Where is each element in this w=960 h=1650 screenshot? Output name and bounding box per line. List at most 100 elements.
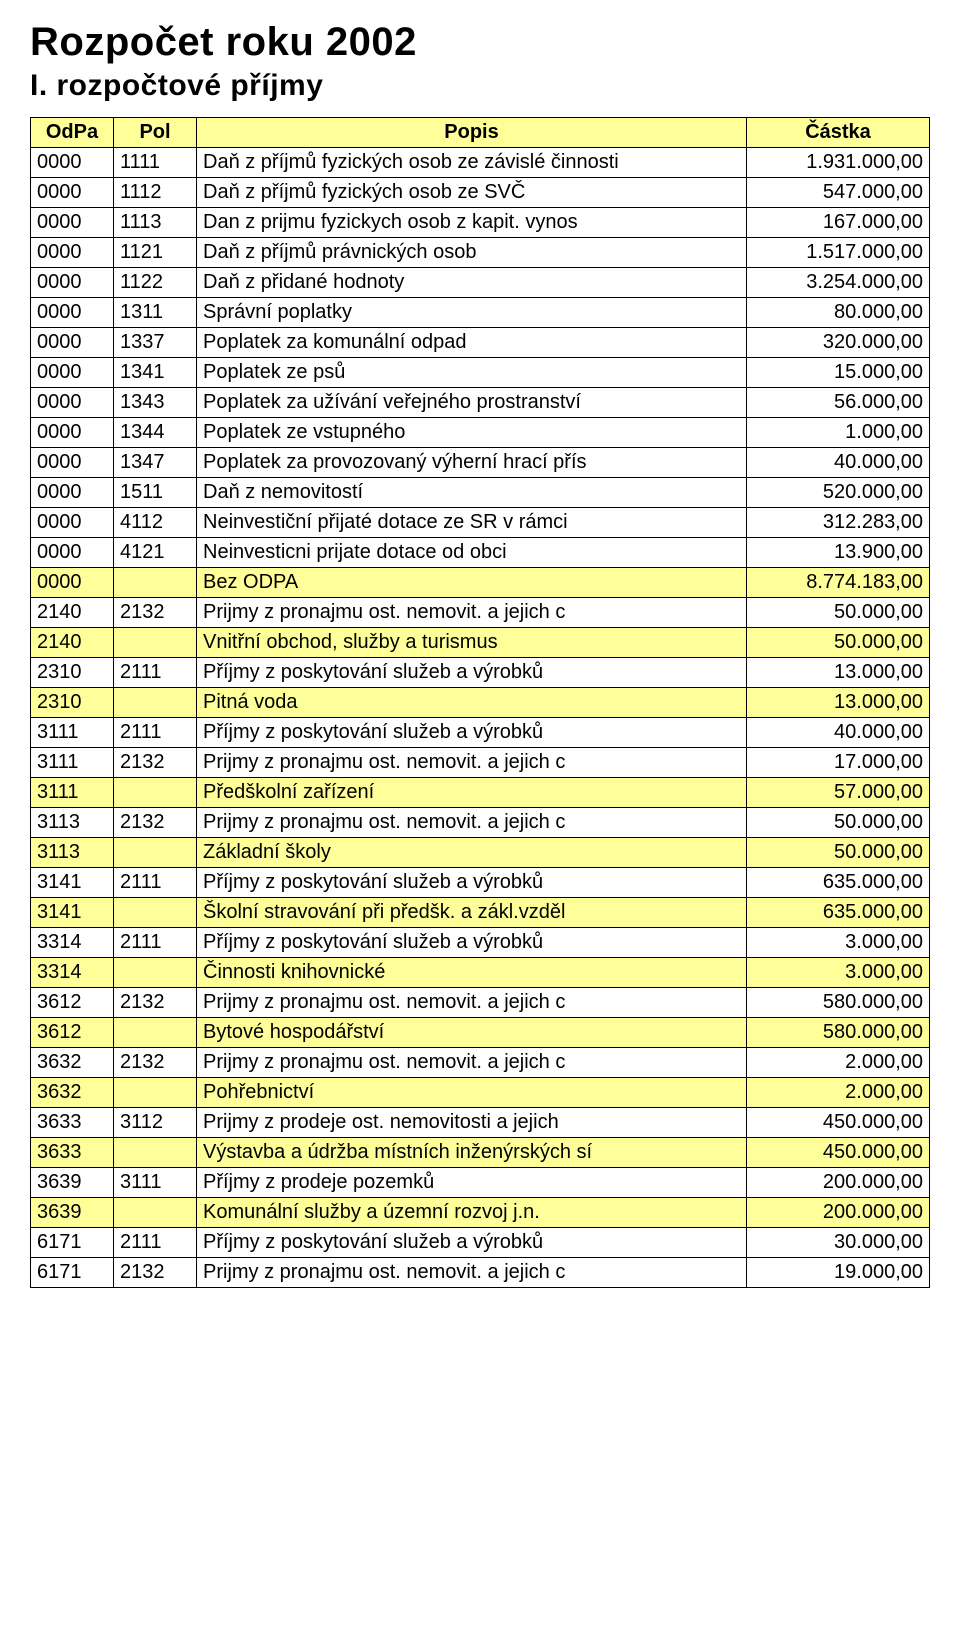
cell-castka: 635.000,00 — [747, 868, 930, 898]
cell-pol: 2132 — [114, 1048, 197, 1078]
table-row: 33142111Příjmy z poskytování služeb a vý… — [31, 928, 930, 958]
table-subtotal-row: 0000Bez ODPA8.774.183,00 — [31, 568, 930, 598]
cell-popis: Výstavba a údržba místních inženýrských … — [197, 1138, 747, 1168]
cell-castka: 3.000,00 — [747, 928, 930, 958]
table-row: 00001122Daň z přidané hodnoty3.254.000,0… — [31, 268, 930, 298]
cell-odpa: 3111 — [31, 748, 114, 778]
cell-popis: Základní školy — [197, 838, 747, 868]
table-row: 36122132Prijmy z pronajmu ost. nemovit. … — [31, 988, 930, 1018]
cell-popis: Daň z příjmů právnických osob — [197, 238, 747, 268]
cell-odpa: 3612 — [31, 988, 114, 1018]
cell-castka: 2.000,00 — [747, 1078, 930, 1108]
cell-popis: Komunální služby a územní rozvoj j.n. — [197, 1198, 747, 1228]
cell-castka: 15.000,00 — [747, 358, 930, 388]
cell-popis: Příjmy z poskytování služeb a výrobků — [197, 928, 747, 958]
cell-castka: 50.000,00 — [747, 808, 930, 838]
cell-pol — [114, 778, 197, 808]
cell-castka: 1.517.000,00 — [747, 238, 930, 268]
table-row: 00001341Poplatek ze psů15.000,00 — [31, 358, 930, 388]
cell-pol: 4121 — [114, 538, 197, 568]
table-subtotal-row: 3141 Školní stravování při předšk. a zákl… — [31, 898, 930, 928]
cell-castka: 13.000,00 — [747, 688, 930, 718]
cell-popis: Prijmy z pronajmu ost. nemovit. a jejich… — [197, 1258, 747, 1288]
table-row: 00001337Poplatek za komunální odpad320.0… — [31, 328, 930, 358]
cell-popis: Daň z nemovitostí — [197, 478, 747, 508]
col-header-pol: Pol — [114, 118, 197, 148]
cell-odpa: 2140 — [31, 628, 114, 658]
cell-pol: 1341 — [114, 358, 197, 388]
cell-odpa: 3141 — [31, 868, 114, 898]
cell-odpa: 0000 — [31, 508, 114, 538]
cell-popis: Školní stravování při předšk. a zákl.vzd… — [197, 898, 747, 928]
table-subtotal-row: 3612Bytové hospodářství580.000,00 — [31, 1018, 930, 1048]
table-row: 00001311Správní poplatky80.000,00 — [31, 298, 930, 328]
cell-castka: 19.000,00 — [747, 1258, 930, 1288]
cell-pol — [114, 688, 197, 718]
table-row: 00001511Daň z nemovitostí520.000,00 — [31, 478, 930, 508]
cell-odpa: 0000 — [31, 268, 114, 298]
col-header-odpa: OdPa — [31, 118, 114, 148]
cell-odpa: 0000 — [31, 538, 114, 568]
cell-castka: 320.000,00 — [747, 328, 930, 358]
cell-popis: Neinvesticni prijate dotace od obci — [197, 538, 747, 568]
cell-odpa: 2310 — [31, 688, 114, 718]
cell-pol — [114, 838, 197, 868]
cell-castka: 80.000,00 — [747, 298, 930, 328]
cell-pol: 1511 — [114, 478, 197, 508]
cell-odpa: 0000 — [31, 178, 114, 208]
cell-odpa: 0000 — [31, 388, 114, 418]
cell-castka: 1.000,00 — [747, 418, 930, 448]
cell-popis: Příjmy z poskytování služeb a výrobků — [197, 658, 747, 688]
cell-popis: Prijmy z pronajmu ost. nemovit. a jejich… — [197, 988, 747, 1018]
table-subtotal-row: 3113Základní školy50.000,00 — [31, 838, 930, 868]
cell-pol: 3112 — [114, 1108, 197, 1138]
table-row: 36322132Prijmy z pronajmu ost. nemovit. … — [31, 1048, 930, 1078]
table-subtotal-row: 2310Pitná voda13.000,00 — [31, 688, 930, 718]
cell-pol — [114, 898, 197, 928]
table-row: 00001344Poplatek ze vstupného1.000,00 — [31, 418, 930, 448]
cell-castka: 2.000,00 — [747, 1048, 930, 1078]
cell-castka: 17.000,00 — [747, 748, 930, 778]
cell-pol: 2111 — [114, 868, 197, 898]
cell-pol: 3111 — [114, 1168, 197, 1198]
cell-castka: 57.000,00 — [747, 778, 930, 808]
cell-popis: Neinvestiční přijaté dotace ze SR v rámc… — [197, 508, 747, 538]
cell-popis: Poplatek ze vstupného — [197, 418, 747, 448]
table-row: 00001111Daň z příjmů fyzických osob ze z… — [31, 148, 930, 178]
cell-pol: 1344 — [114, 418, 197, 448]
cell-odpa: 3141 — [31, 898, 114, 928]
cell-odpa: 0000 — [31, 298, 114, 328]
cell-popis: Prijmy z pronajmu ost. nemovit. a jejich… — [197, 598, 747, 628]
cell-odpa: 6171 — [31, 1258, 114, 1288]
cell-pol — [114, 1018, 197, 1048]
cell-popis: Poplatek za užívání veřejného prostranst… — [197, 388, 747, 418]
cell-pol — [114, 958, 197, 988]
cell-odpa: 0000 — [31, 208, 114, 238]
cell-pol: 1337 — [114, 328, 197, 358]
cell-popis: Dan z prijmu fyzickych osob z kapit. vyn… — [197, 208, 747, 238]
table-row: 00001347Poplatek za provozovaný výherní … — [31, 448, 930, 478]
section-title: I. rozpočtové příjmy — [30, 69, 930, 103]
cell-popis: Bytové hospodářství — [197, 1018, 747, 1048]
cell-popis: Poplatek ze psů — [197, 358, 747, 388]
cell-pol: 1121 — [114, 238, 197, 268]
table-row: 00001112Daň z příjmů fyzických osob ze S… — [31, 178, 930, 208]
cell-castka: 312.283,00 — [747, 508, 930, 538]
cell-odpa: 0000 — [31, 448, 114, 478]
table-row: 00001121Daň z příjmů právnických osob1.5… — [31, 238, 930, 268]
cell-pol: 2111 — [114, 658, 197, 688]
table-row: 00004121Neinvesticni prijate dotace od o… — [31, 538, 930, 568]
table-row: 00004112Neinvestiční přijaté dotace ze S… — [31, 508, 930, 538]
table-row: 36333112Prijmy z prodeje ost. nemovitost… — [31, 1108, 930, 1138]
cell-castka: 580.000,00 — [747, 1018, 930, 1048]
cell-popis: Předškolní zařízení — [197, 778, 747, 808]
col-header-castka: Částka — [747, 118, 930, 148]
cell-odpa: 3314 — [31, 958, 114, 988]
cell-odpa: 3639 — [31, 1198, 114, 1228]
cell-pol — [114, 1198, 197, 1228]
cell-popis: Příjmy z poskytování služeb a výrobků — [197, 868, 747, 898]
cell-popis: Prijmy z prodeje ost. nemovitosti a jeji… — [197, 1108, 747, 1138]
cell-popis: Příjmy z prodeje pozemků — [197, 1168, 747, 1198]
budget-table: OdPa Pol Popis Částka 00001111Daň z příj… — [30, 117, 930, 1288]
cell-castka: 40.000,00 — [747, 448, 930, 478]
